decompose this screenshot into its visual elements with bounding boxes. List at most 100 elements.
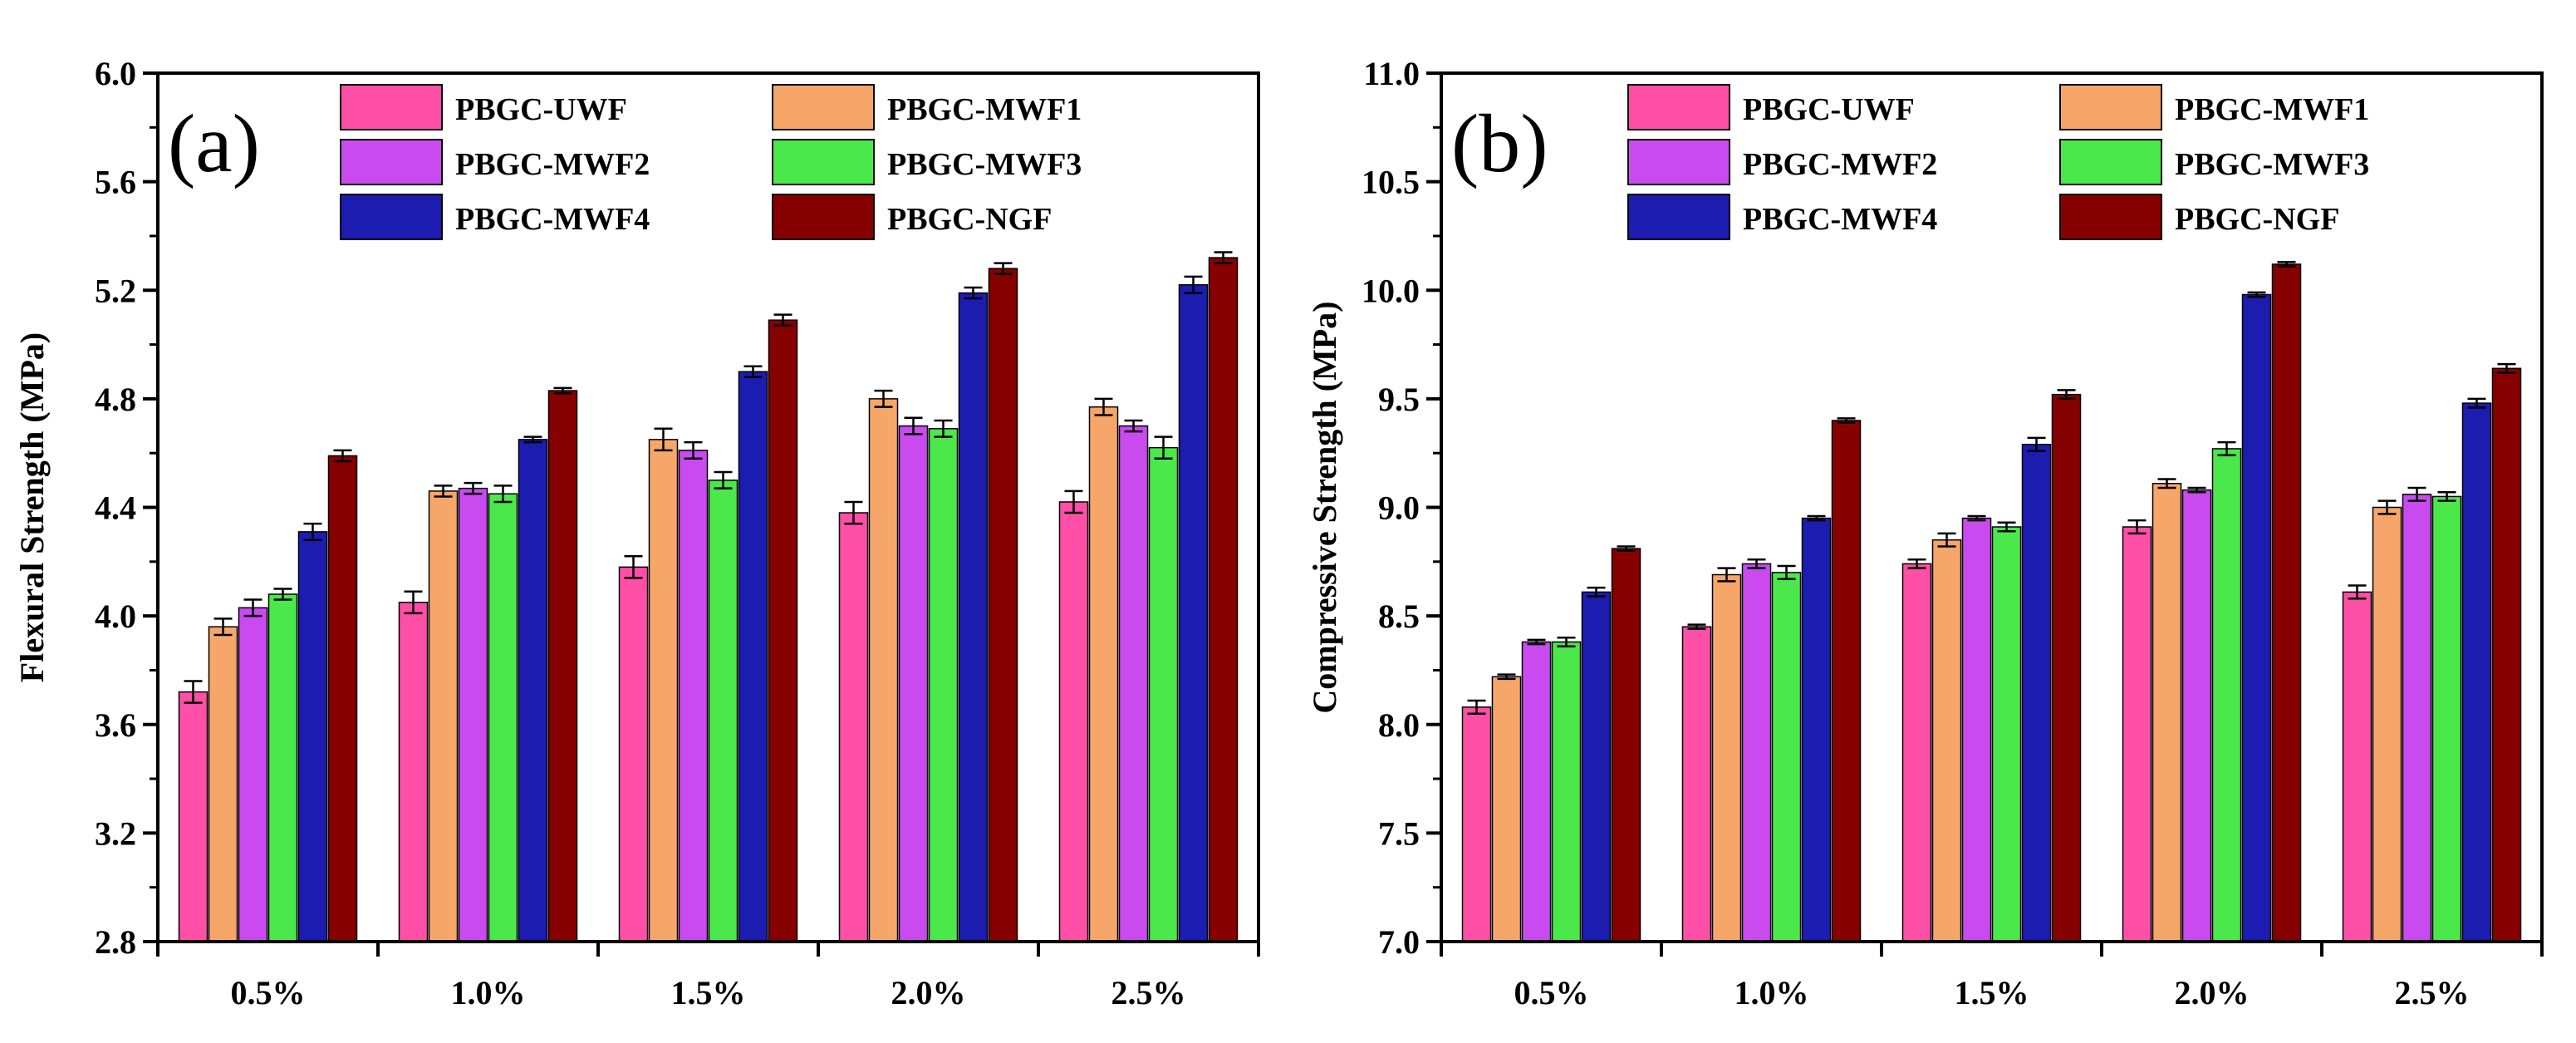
bar xyxy=(178,691,209,942)
y-tick-label: 4.0 xyxy=(95,598,136,635)
bar xyxy=(2241,293,2272,942)
y-tick-label: 5.6 xyxy=(95,164,136,201)
panel-label: (b) xyxy=(1451,97,1548,189)
legend-label: PBGC-MWF2 xyxy=(455,147,650,182)
bar xyxy=(428,490,459,942)
legend-label: PBGC-MWF3 xyxy=(887,147,1082,182)
bar xyxy=(208,626,238,942)
bar xyxy=(928,428,959,942)
bar xyxy=(1961,517,1992,942)
bar xyxy=(618,566,649,942)
bar xyxy=(2491,367,2522,942)
bar xyxy=(2122,526,2152,942)
x-tick-label: 2.5% xyxy=(1111,974,1186,1011)
bar xyxy=(898,425,929,942)
y-tick-label: 3.6 xyxy=(95,706,136,744)
legend-swatch xyxy=(340,84,443,130)
bar xyxy=(1901,563,1932,942)
bar xyxy=(2051,393,2082,942)
y-axis-label: Flexural Strength (MPa) xyxy=(13,332,51,682)
legend-swatch xyxy=(1627,139,1730,185)
bar xyxy=(2342,591,2372,942)
y-tick-label: 8.5 xyxy=(1378,598,1420,635)
panel-label: (a) xyxy=(168,97,260,189)
bar xyxy=(1611,548,1641,942)
bar xyxy=(2152,483,2182,942)
y-axis-label: Compressive Strength (MPa) xyxy=(1306,301,1343,713)
y-tick-label: 5.2 xyxy=(95,272,136,309)
bar xyxy=(297,531,328,942)
y-tick-label: 11.0 xyxy=(1363,55,1420,92)
bar xyxy=(1088,406,1119,942)
bar xyxy=(768,319,798,942)
legend-label: PBGC-MWF4 xyxy=(455,202,650,237)
bar xyxy=(1831,420,1862,942)
bar xyxy=(1581,591,1612,942)
legend-label: PBGC-UWF xyxy=(455,92,627,127)
plot-frame xyxy=(156,71,1260,943)
y-tick-label: 7.5 xyxy=(1378,814,1420,852)
bar xyxy=(1801,517,1832,942)
y-tick-label: 10.0 xyxy=(1362,272,1420,309)
legend-swatch xyxy=(772,194,875,240)
legend-swatch xyxy=(2059,139,2162,185)
bar xyxy=(2431,495,2462,942)
chart-panel-a: 2.8 3.2 3.6 4.0 4.4 4.8 5.2 5.6 6.0 Flexural Stre… xyxy=(13,55,1260,1011)
y-tick-label: 10.5 xyxy=(1362,164,1420,201)
bar xyxy=(1741,563,1772,942)
bar xyxy=(1118,425,1149,942)
bar xyxy=(2181,489,2212,942)
bar xyxy=(958,292,989,942)
bar xyxy=(1551,641,1582,942)
bar xyxy=(327,455,358,942)
y-tick-label: 4.4 xyxy=(95,490,136,527)
bar xyxy=(238,607,268,942)
bar xyxy=(2271,263,2302,942)
legend-swatch xyxy=(1627,194,1730,240)
legend-swatch xyxy=(772,84,875,130)
chart-panel-b: 7.0 7.5 8.0 8.5 9.0 9.5 10.0 10.5 11.0 Compressiv… xyxy=(1306,55,2544,1011)
bar xyxy=(708,480,738,942)
y-tick-label: 6.0 xyxy=(95,55,136,92)
x-tick-label: 1.0% xyxy=(1735,974,1809,1011)
y-tick-label: 3.2 xyxy=(95,814,136,852)
x-tick-label: 1.5% xyxy=(1955,974,2029,1011)
bar xyxy=(678,450,709,942)
y-tick-label: 4.8 xyxy=(95,381,136,418)
bar xyxy=(1991,526,2022,942)
x-tick-label: 2.5% xyxy=(2395,974,2470,1011)
bar xyxy=(2461,402,2492,942)
legend-label: PBGC-NGF xyxy=(2175,202,2339,237)
bar xyxy=(1058,501,1089,942)
legend-label: PBGC-MWF1 xyxy=(2175,92,2369,127)
legend-swatch xyxy=(2059,194,2162,240)
bar xyxy=(988,268,1018,942)
bar xyxy=(2372,506,2402,942)
legend-swatch xyxy=(772,139,875,185)
bar xyxy=(518,439,548,942)
bar xyxy=(648,439,679,942)
bar xyxy=(547,390,578,942)
legend-label: PBGC-UWF xyxy=(1743,92,1915,127)
legend-swatch xyxy=(340,139,443,185)
bar xyxy=(1208,257,1239,942)
plot-frame xyxy=(1440,71,2544,943)
bar xyxy=(458,487,488,942)
bar xyxy=(1771,572,1802,942)
bar xyxy=(1491,676,1522,942)
y-tick-label: 9.0 xyxy=(1378,490,1420,527)
legend-label: PBGC-MWF3 xyxy=(2175,147,2369,182)
bar xyxy=(738,371,768,942)
bar xyxy=(1681,626,1712,942)
legend-swatch xyxy=(1627,84,1730,130)
y-tick-label: 8.0 xyxy=(1378,706,1420,744)
bar xyxy=(488,493,518,942)
bar xyxy=(398,602,429,942)
bar xyxy=(2021,443,2052,942)
x-tick-label: 0.5% xyxy=(1514,974,1589,1011)
legend-label: PBGC-NGF xyxy=(887,202,1052,237)
y-tick-label: 9.5 xyxy=(1378,381,1420,418)
x-tick-label: 0.5% xyxy=(231,974,306,1011)
y-tick-label: 7.0 xyxy=(1378,923,1420,961)
